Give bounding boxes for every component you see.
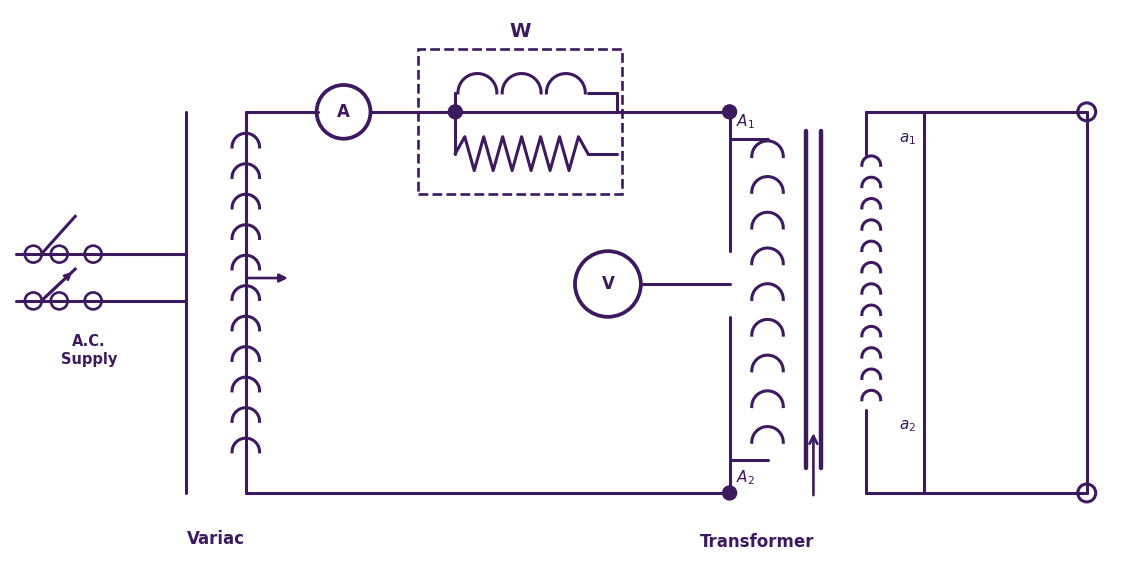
Text: $a_1$: $a_1$ — [899, 131, 916, 147]
Text: V: V — [602, 275, 614, 293]
Text: $A_2$: $A_2$ — [735, 468, 755, 487]
Text: $a_2$: $a_2$ — [899, 418, 916, 434]
Text: A.C.
Supply: A.C. Supply — [61, 334, 118, 367]
Text: W: W — [509, 22, 531, 41]
Text: Variac: Variac — [187, 530, 244, 548]
Circle shape — [723, 486, 737, 500]
Text: $A_1$: $A_1$ — [735, 112, 755, 131]
Bar — [418, 49, 622, 195]
Text: A: A — [337, 103, 349, 121]
Circle shape — [449, 105, 463, 119]
Text: Transformer: Transformer — [700, 533, 814, 551]
Circle shape — [723, 105, 737, 119]
